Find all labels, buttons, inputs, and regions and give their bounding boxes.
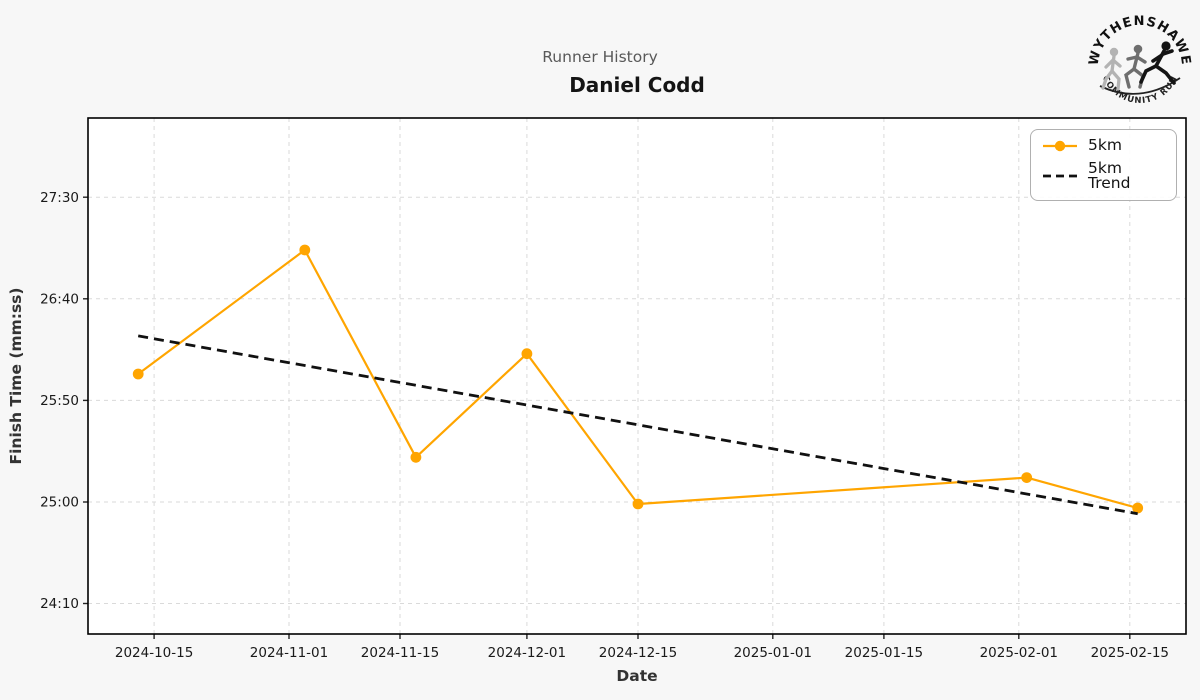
legend-item-5km: 5km (1041, 136, 1166, 154)
x-tick-label: 2025-01-01 (734, 645, 812, 661)
data-point (132, 368, 144, 380)
runner-name-title: Daniel Codd (569, 73, 705, 97)
data-point (632, 498, 644, 510)
trend-dashed-line-swatch-icon (1043, 174, 1077, 178)
plot-background (88, 118, 1186, 634)
data-point (1132, 502, 1144, 514)
data-point (1021, 472, 1033, 483)
data-point (521, 348, 533, 360)
y-tick-labels: 27:30 26:40 25:50 25:00 24:10 (40, 190, 79, 612)
gridlines (88, 118, 1186, 634)
y-tick-label: 27:30 (40, 190, 79, 206)
x-tick-label: 2024-11-15 (361, 645, 439, 661)
y-tick-label: 24:10 (40, 596, 79, 612)
chart-suptitle: Runner History (542, 48, 658, 66)
club-logo: WYTHENSHAWE COMMUNITY RUN (1087, 14, 1192, 106)
x-tick-label: 2025-02-15 (1091, 645, 1169, 661)
y-tick-label: 25:50 (40, 393, 79, 409)
trend-line (137, 334, 1138, 516)
x-tick-label: 2024-12-15 (599, 645, 677, 661)
x-tick-label: 2025-01-15 (845, 645, 923, 661)
runner-figure-sprinting (1139, 41, 1176, 85)
data-point (410, 451, 422, 463)
axis-ticks (83, 196, 1131, 639)
x-tick-label: 2024-12-01 (488, 645, 566, 661)
y-axis-title: Finish Time (mm:ss) (7, 288, 25, 465)
legend-item-5km-trend: 5km Trend (1041, 158, 1166, 192)
x-tick-label: 2025-02-01 (980, 645, 1058, 661)
x-tick-labels: 2024-10-15 2024-11-01 2024-11-15 2024-12-01… (115, 645, 1169, 661)
data-point (299, 244, 311, 256)
5km-line-swatch-icon (1043, 140, 1077, 151)
y-tick-label: 25:00 (40, 495, 79, 511)
x-tick-label: 2024-11-01 (250, 645, 328, 661)
legend-label-5km: 5km (1088, 136, 1122, 154)
legend: 5km 5km Trend (1030, 129, 1177, 201)
x-tick-label: 2024-10-15 (115, 645, 193, 661)
series-5km (132, 244, 1144, 514)
plot-area: 2024-10-15 2024-11-01 2024-11-15 2024-12-01… (40, 117, 1187, 661)
runner-figure-walking (1101, 47, 1122, 91)
legend-label-5km-trend: 5km Trend (1088, 158, 1131, 192)
x-axis-title: Date (616, 667, 657, 685)
y-tick-label: 26:40 (40, 292, 79, 308)
plot-border (87, 117, 1187, 635)
